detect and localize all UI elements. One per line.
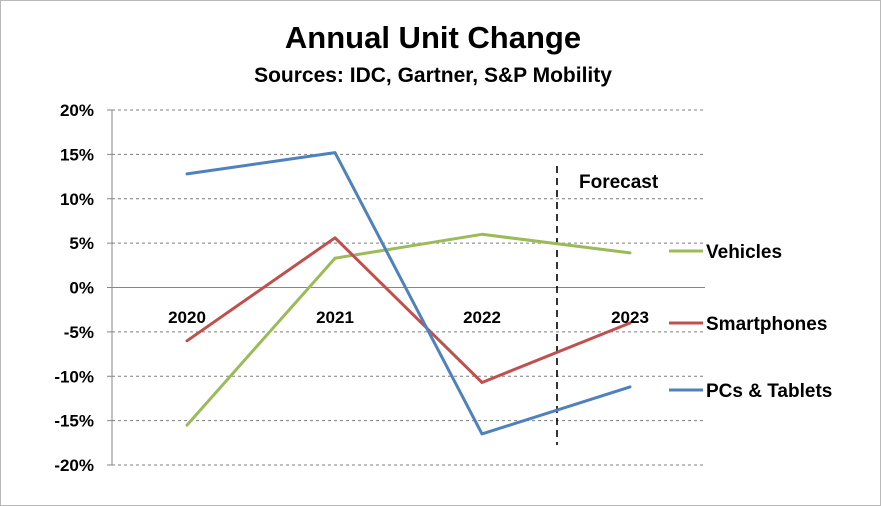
- series-lines: [185, 151, 632, 436]
- y-tick-label: 20%: [60, 101, 94, 120]
- y-tick-label: 5%: [69, 234, 94, 253]
- x-tick-label: 2022: [463, 308, 501, 327]
- y-tick-labels: 20% 15% 10% 5% 0% -5% -10% -15% -20%: [54, 101, 94, 475]
- y-tick-label: 10%: [60, 190, 94, 209]
- forecast-label: Forecast: [579, 172, 659, 193]
- legend-label: Smartphones: [706, 314, 827, 335]
- chart-subtitle: Sources: IDC, Gartner, S&P Mobility: [254, 64, 612, 87]
- y-tick-label: -10%: [54, 367, 94, 386]
- x-tick-label: 2021: [316, 308, 354, 327]
- y-tick-label: 15%: [60, 145, 94, 164]
- forecast-annotation: Forecast: [556, 166, 659, 445]
- y-tick-label: -15%: [54, 412, 94, 431]
- series-line-vehicles: [185, 232, 632, 427]
- x-tick-label: 2020: [168, 308, 206, 327]
- series-line-pcs-tablets: [185, 151, 632, 436]
- y-tick-label: 0%: [69, 279, 94, 298]
- x-tick-label: 2023: [611, 308, 649, 327]
- chart-title: Annual Unit Change: [285, 20, 581, 55]
- y-tick-label: -5%: [64, 323, 94, 342]
- gridlines: [112, 109, 705, 466]
- axes: [107, 109, 705, 466]
- x-tick-labels: 2020 2021 2022 2023: [168, 308, 649, 327]
- legend-label: PCs & Tablets: [706, 381, 832, 402]
- y-tick-label: -20%: [54, 456, 94, 475]
- legend-label: Vehicles: [706, 242, 782, 263]
- legend: Vehicles Smartphones PCs & Tablets: [669, 242, 832, 402]
- series-line-smartphones: [185, 236, 632, 384]
